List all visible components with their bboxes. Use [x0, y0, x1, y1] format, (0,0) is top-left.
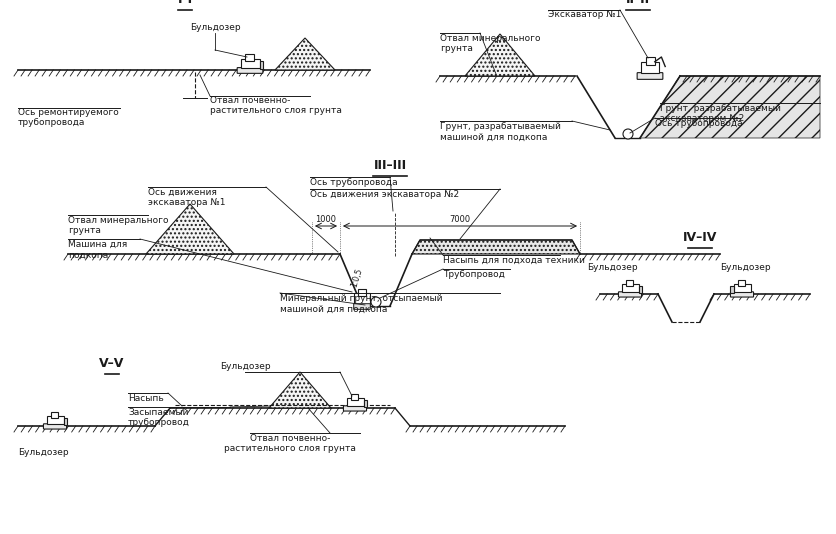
- Bar: [354, 293, 370, 305]
- Bar: [646, 57, 655, 65]
- Bar: [641, 62, 659, 73]
- Bar: [730, 286, 733, 293]
- Bar: [64, 418, 67, 425]
- Bar: [241, 59, 259, 68]
- FancyBboxPatch shape: [344, 406, 366, 411]
- Text: Бульдозер: Бульдозер: [190, 23, 240, 32]
- Bar: [626, 280, 634, 286]
- Bar: [737, 280, 746, 286]
- Polygon shape: [146, 204, 234, 254]
- Bar: [733, 284, 751, 292]
- Text: Отвал почвенно-
растительного слоя грунта: Отвал почвенно- растительного слоя грунт…: [224, 434, 356, 453]
- Text: Ось трубопровода: Ось трубопровода: [655, 119, 742, 128]
- FancyBboxPatch shape: [637, 73, 663, 80]
- Text: 1000: 1000: [315, 215, 337, 224]
- Text: IV–IV: IV–IV: [683, 231, 717, 244]
- Circle shape: [371, 297, 381, 307]
- Circle shape: [623, 129, 633, 139]
- Text: Трубопровод: Трубопровод: [443, 270, 505, 279]
- Text: Насыпь: Насыпь: [128, 394, 164, 403]
- Polygon shape: [412, 240, 580, 254]
- Bar: [364, 399, 367, 407]
- Bar: [51, 412, 59, 418]
- Text: Насыпь для подхода техники: Насыпь для подхода техники: [443, 256, 585, 265]
- Text: Бульдозер: Бульдозер: [720, 263, 770, 272]
- Bar: [639, 286, 642, 293]
- Bar: [358, 289, 366, 296]
- FancyBboxPatch shape: [354, 304, 370, 309]
- Bar: [346, 398, 364, 406]
- Text: Ось трубопровода: Ось трубопровода: [310, 178, 398, 187]
- Text: Отвал минерального
грунта: Отвал минерального грунта: [440, 34, 541, 53]
- Text: Машина для
подкопа: Машина для подкопа: [68, 240, 127, 260]
- Polygon shape: [640, 76, 820, 138]
- Text: Грунт, разрабатываемый
машиной для подкопа: Грунт, разрабатываемый машиной для подко…: [440, 122, 561, 142]
- Text: Ось движения экскаватора №2: Ось движения экскаватора №2: [310, 190, 459, 199]
- Bar: [351, 394, 359, 400]
- FancyBboxPatch shape: [731, 292, 753, 297]
- Text: Отвал почвенно-
растительного слоя грунта: Отвал почвенно- растительного слоя грунт…: [210, 96, 342, 115]
- Polygon shape: [269, 372, 331, 408]
- Polygon shape: [275, 38, 335, 70]
- Bar: [259, 60, 263, 69]
- Text: Засыпаемый
трубопровод: Засыпаемый трубопровод: [128, 408, 190, 427]
- Text: Ось ремонтируемого
трубопровода: Ось ремонтируемого трубопровода: [18, 108, 119, 128]
- Bar: [245, 54, 254, 61]
- Text: Ось движения
экскаватора №1: Ось движения экскаватора №1: [148, 188, 226, 207]
- Bar: [47, 416, 64, 425]
- Text: Отвал минерального
грунта: Отвал минерального грунта: [68, 216, 169, 235]
- Polygon shape: [465, 34, 535, 76]
- Bar: [621, 284, 639, 292]
- Text: Бульдозер: Бульдозер: [220, 362, 270, 371]
- Text: V–V: V–V: [99, 357, 125, 370]
- Text: 7000: 7000: [450, 215, 471, 224]
- FancyBboxPatch shape: [43, 424, 67, 429]
- FancyBboxPatch shape: [237, 68, 263, 73]
- Text: II–II: II–II: [626, 0, 650, 6]
- Text: I–I: I–I: [177, 0, 192, 6]
- Text: 1:0,5: 1:0,5: [349, 268, 364, 288]
- Text: Минеральный грунт, отсыпаемый
машиной для подкопа: Минеральный грунт, отсыпаемый машиной дл…: [280, 294, 442, 313]
- Text: Бульдозер: Бульдозер: [587, 263, 637, 272]
- Text: Экскаватор №1: Экскаватор №1: [548, 10, 621, 19]
- Text: Бульдозер: Бульдозер: [18, 448, 69, 457]
- FancyBboxPatch shape: [619, 292, 641, 297]
- Text: III–III: III–III: [374, 159, 406, 172]
- Text: Грунт, разрабатываемый
экскаватором №2: Грунт, разрабатываемый экскаватором №2: [660, 104, 781, 123]
